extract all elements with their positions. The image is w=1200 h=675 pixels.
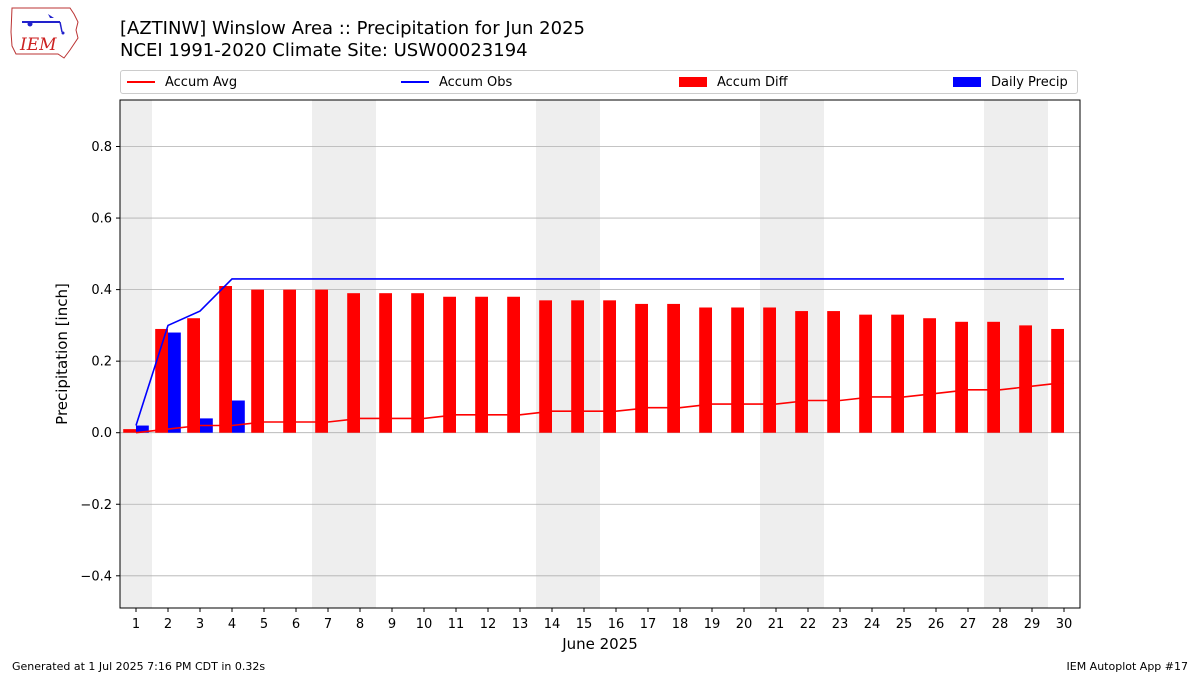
iem-logo: IEM bbox=[10, 7, 79, 59]
x-tick-label: 11 bbox=[448, 617, 465, 632]
accum-diff-bar bbox=[603, 300, 616, 433]
accum-diff-bar bbox=[219, 286, 232, 433]
x-tick-label: 3 bbox=[196, 617, 204, 632]
x-tick-label: 8 bbox=[356, 617, 364, 632]
x-tick-label: 27 bbox=[960, 617, 977, 632]
x-tick-label: 14 bbox=[544, 617, 561, 632]
accum-avg-line bbox=[135, 381, 1065, 434]
x-axis-label: June 2025 bbox=[561, 635, 638, 653]
accum-diff-bar bbox=[731, 307, 744, 433]
x-tick-label: 1 bbox=[132, 617, 140, 632]
y-axis-label: Precipitation [inch] bbox=[53, 283, 71, 425]
accum-diff-bar bbox=[1051, 328, 1064, 433]
x-tick-label: 10 bbox=[416, 617, 433, 632]
y-tick-label: 0.6 bbox=[91, 212, 112, 227]
x-tick-label: 2 bbox=[164, 617, 172, 632]
legend: Accum Avg Accum Obs Accum Diff Daily Pre… bbox=[120, 70, 1078, 94]
iem-iowa-logo-icon bbox=[10, 7, 79, 59]
legend-label-daily-precip: Daily Precip bbox=[991, 74, 1068, 90]
accum-diff-bar bbox=[123, 429, 136, 433]
chart-subtitle: NCEI 1991-2020 Climate Site: USW00023194 bbox=[120, 40, 528, 61]
accum-diff-bar bbox=[795, 311, 808, 433]
x-tick-label: 12 bbox=[480, 617, 497, 632]
accum-diff-bar bbox=[891, 314, 904, 433]
x-tick-label: 5 bbox=[260, 617, 268, 632]
legend-item-accum-diff: Accum Diff bbox=[679, 71, 788, 93]
x-tick-label: 18 bbox=[672, 617, 689, 632]
accum-diff-bar bbox=[763, 307, 776, 433]
accum-diff-bar bbox=[987, 321, 1000, 433]
accum-diff-bar bbox=[315, 289, 328, 433]
accum-diff-bar bbox=[635, 303, 648, 433]
accum-diff-bar bbox=[379, 293, 392, 433]
accum-diff-bar bbox=[923, 318, 936, 433]
accum-diff-bar bbox=[443, 296, 456, 433]
x-tick-label: 4 bbox=[228, 617, 236, 632]
x-tick-label: 17 bbox=[640, 617, 657, 632]
daily-precip-bar bbox=[136, 425, 149, 433]
footer-app: IEM Autoplot App #17 bbox=[1066, 660, 1189, 673]
x-tick-label: 6 bbox=[292, 617, 300, 632]
x-tick-label: 19 bbox=[704, 617, 721, 632]
legend-label-accum-obs: Accum Obs bbox=[439, 74, 513, 90]
accum-diff-bar bbox=[475, 296, 488, 433]
accum-diff-bar bbox=[187, 318, 200, 433]
accum-obs-line bbox=[135, 278, 1064, 426]
accum-diff-bar bbox=[1019, 325, 1032, 433]
x-tick-label: 23 bbox=[832, 617, 849, 632]
plot-frame bbox=[119, 99, 1081, 609]
accum-diff-bar bbox=[251, 289, 264, 433]
x-tick-label: 29 bbox=[1024, 617, 1041, 632]
y-tick-label: −0.4 bbox=[80, 569, 112, 584]
y-tick-label: −0.2 bbox=[80, 498, 112, 513]
x-tick-label: 24 bbox=[864, 617, 881, 632]
y-tick-label: 0.4 bbox=[91, 283, 112, 298]
y-tick-label: 0.8 bbox=[91, 140, 112, 155]
y-tick-label: 0.2 bbox=[91, 355, 112, 370]
accum-diff-bar bbox=[411, 293, 424, 433]
accum-diff-bar bbox=[571, 300, 584, 433]
daily-precip-bar bbox=[168, 332, 181, 433]
legend-label-accum-diff: Accum Diff bbox=[717, 74, 788, 90]
footer-generated: Generated at 1 Jul 2025 7:16 PM CDT in 0… bbox=[12, 660, 266, 673]
daily-precip-bar bbox=[232, 400, 245, 433]
legend-swatch-accum-diff bbox=[679, 77, 707, 87]
x-tick-label: 7 bbox=[324, 617, 332, 632]
x-tick-label: 30 bbox=[1056, 617, 1073, 632]
legend-swatch-daily-precip bbox=[953, 77, 981, 87]
legend-swatch-accum-avg bbox=[127, 81, 155, 83]
legend-label-accum-avg: Accum Avg bbox=[165, 74, 238, 90]
x-tick-label: 26 bbox=[928, 617, 945, 632]
legend-item-daily-precip: Daily Precip bbox=[953, 71, 1068, 93]
logo-text: IEM bbox=[19, 35, 57, 55]
accum-diff-bar bbox=[699, 307, 712, 433]
x-tick-label: 9 bbox=[388, 617, 396, 632]
accum-diff-bar bbox=[507, 296, 520, 433]
x-tick-label: 15 bbox=[576, 617, 593, 632]
x-tick-label: 16 bbox=[608, 617, 625, 632]
accum-diff-bar bbox=[283, 289, 296, 433]
accum-diff-bar bbox=[347, 293, 360, 433]
accum-diff-bar bbox=[539, 300, 552, 433]
x-tick-label: 25 bbox=[896, 617, 913, 632]
x-tick-label: 20 bbox=[736, 617, 753, 632]
chart-title: [AZTINW] Winslow Area :: Precipitation f… bbox=[120, 18, 585, 39]
accum-diff-bar bbox=[859, 314, 872, 433]
x-tick-label: 13 bbox=[512, 617, 529, 632]
legend-item-accum-obs: Accum Obs bbox=[401, 71, 512, 93]
legend-swatch-accum-obs bbox=[401, 81, 429, 83]
accum-diff-bar bbox=[955, 321, 968, 433]
accum-diff-bar bbox=[827, 311, 840, 433]
weekend-band bbox=[120, 100, 152, 608]
accum-diff-bar bbox=[667, 303, 680, 433]
y-tick-label: 0.0 bbox=[91, 426, 112, 441]
x-tick-label: 28 bbox=[992, 617, 1009, 632]
x-tick-label: 22 bbox=[800, 617, 817, 632]
x-tick-label: 21 bbox=[768, 617, 785, 632]
legend-item-accum-avg: Accum Avg bbox=[127, 71, 237, 93]
